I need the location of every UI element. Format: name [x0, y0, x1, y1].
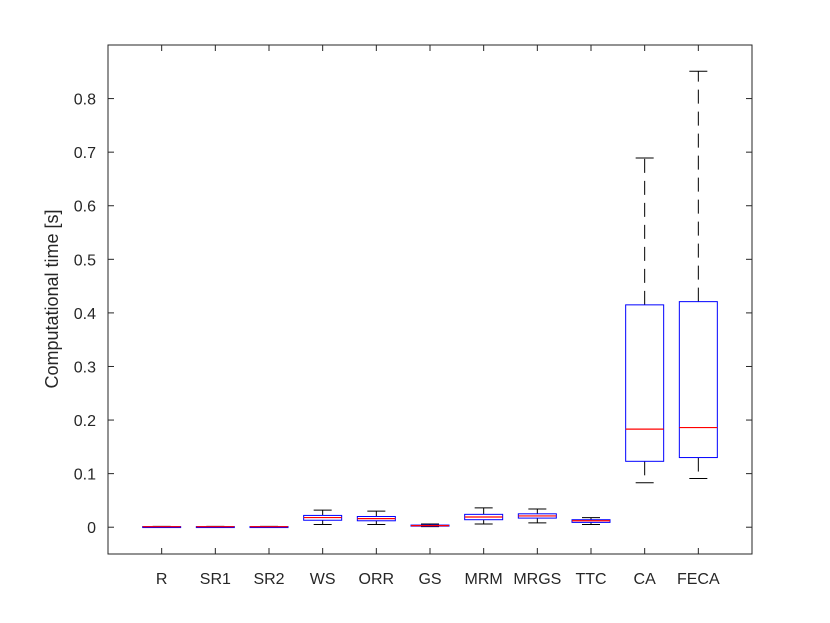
x-tick-label: CA: [634, 571, 657, 588]
y-tick-label: 0.4: [74, 306, 96, 323]
iqr-box: [678, 301, 718, 459]
x-tick-label: R: [156, 571, 168, 588]
y-tick-label: 0.6: [74, 199, 96, 216]
x-tick-label: MRGS: [513, 571, 561, 588]
y-tick-label: 0.2: [74, 413, 96, 430]
y-tick-label: 0.1: [74, 467, 96, 484]
x-tick-label: GS: [418, 571, 441, 588]
x-tick-label: SR2: [253, 571, 284, 588]
y-tick-label: 0: [87, 520, 96, 537]
plot-area-frame: [107, 44, 753, 555]
y-axis-label: Computational time [s]: [42, 209, 62, 388]
x-tick-label: TTC: [575, 571, 606, 588]
x-tick-label: ORR: [359, 571, 395, 588]
y-tick-label: 0.3: [74, 359, 96, 376]
x-tick-label: FECA: [677, 571, 720, 588]
x-tick-label: SR1: [200, 571, 231, 588]
iqr-box: [625, 304, 665, 462]
y-tick-label: 0.8: [74, 92, 96, 109]
y-tick-label: 0.7: [74, 145, 96, 162]
x-tick-label: WS: [310, 571, 336, 588]
y-tick-label: 0.5: [74, 252, 96, 269]
x-tick-label: MRM: [465, 571, 503, 588]
